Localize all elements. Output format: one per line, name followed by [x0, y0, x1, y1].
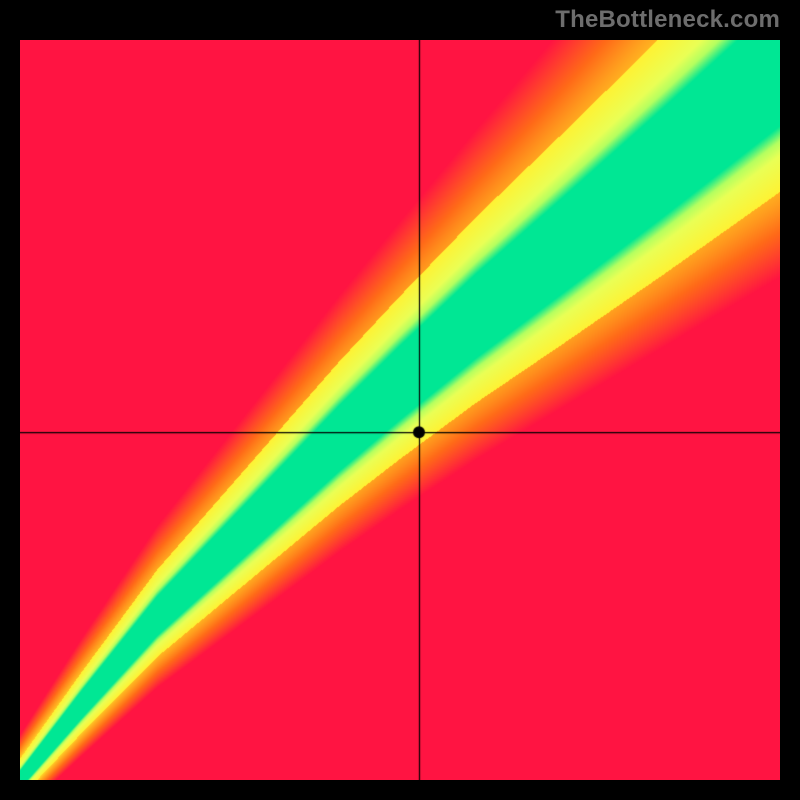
bottleneck-heatmap: [20, 40, 780, 780]
watermark-text: TheBottleneck.com: [555, 6, 780, 34]
chart-container: TheBottleneck.com: [0, 0, 800, 800]
plot-area: [20, 40, 780, 780]
